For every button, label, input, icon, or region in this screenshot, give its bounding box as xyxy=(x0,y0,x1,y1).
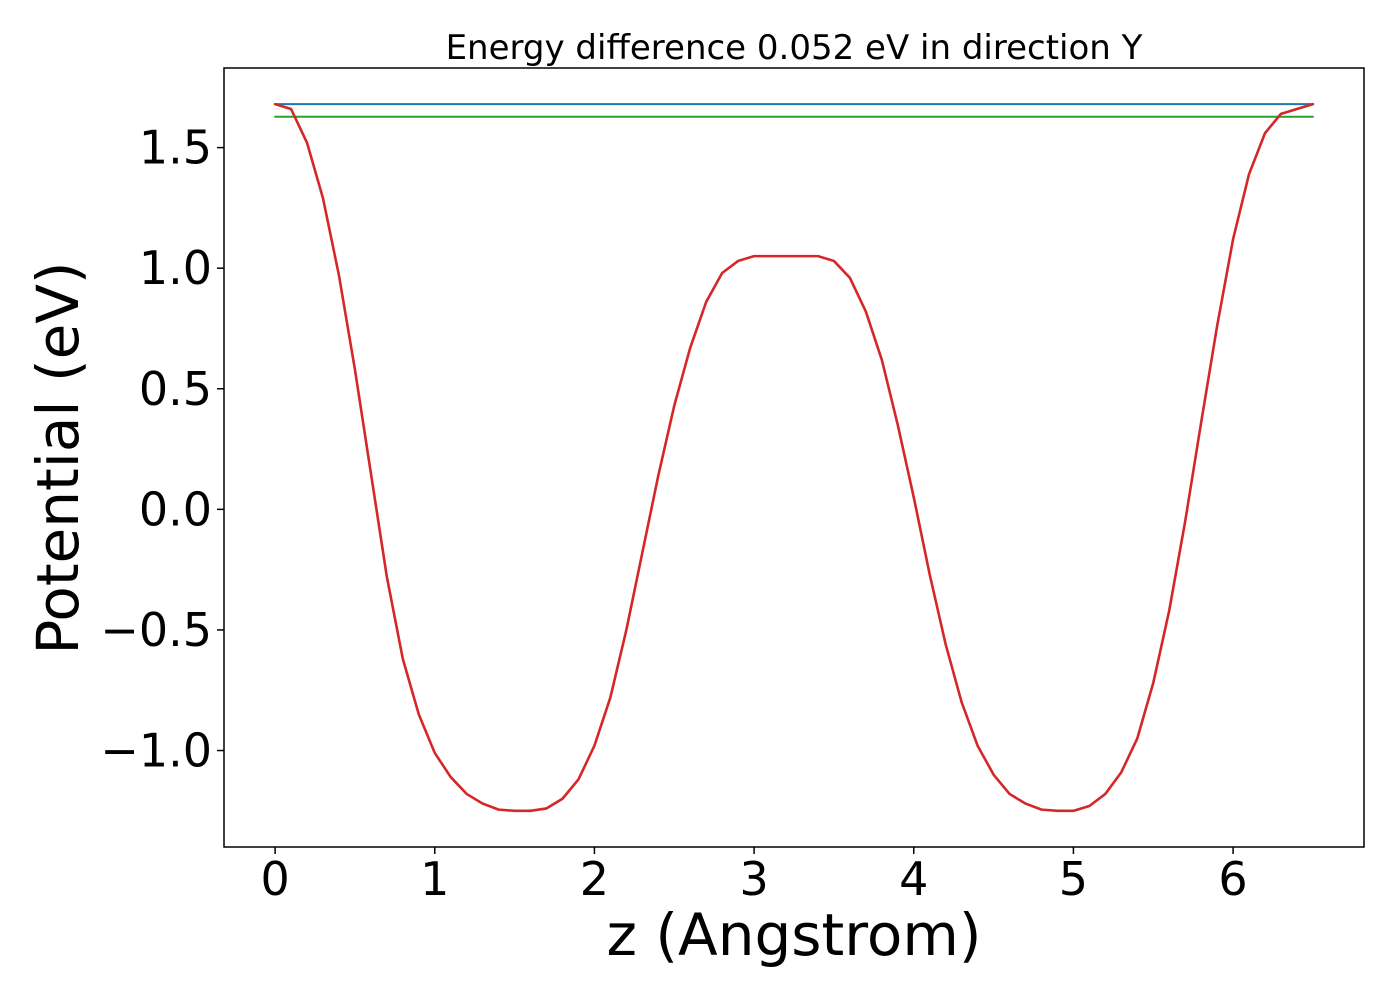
chart-title: Energy difference 0.052 eV in direction … xyxy=(446,28,1143,68)
x-tick-label: 0 xyxy=(260,852,289,906)
y-tick-label: 1.0 xyxy=(139,241,212,295)
y-axis-ticks: −1.0 −0.5 0.0 0.5 1.0 1.5 xyxy=(100,121,224,778)
x-axis-label: z (Angstrom) xyxy=(607,901,982,969)
y-tick-label: 0.5 xyxy=(139,362,212,416)
y-tick-label: 0.0 xyxy=(139,482,212,536)
x-axis-ticks: 0 1 2 3 4 5 6 xyxy=(260,847,1248,906)
y-tick-label: −0.5 xyxy=(100,603,212,657)
x-tick-label: 3 xyxy=(739,852,768,906)
x-tick-label: 4 xyxy=(899,852,928,906)
plot-frame xyxy=(223,67,1365,848)
y-tick-label: −1.0 xyxy=(100,724,212,778)
series-layer xyxy=(273,102,1315,813)
y-tick-label: 1.5 xyxy=(139,121,212,175)
x-tick-label: 5 xyxy=(1059,852,1088,906)
x-tick-label: 6 xyxy=(1218,852,1247,906)
x-tick-label: 2 xyxy=(580,852,609,906)
series-line-3 xyxy=(273,102,1315,813)
x-tick-label: 1 xyxy=(420,852,449,906)
y-axis-label: Potential (eV) xyxy=(24,261,92,654)
